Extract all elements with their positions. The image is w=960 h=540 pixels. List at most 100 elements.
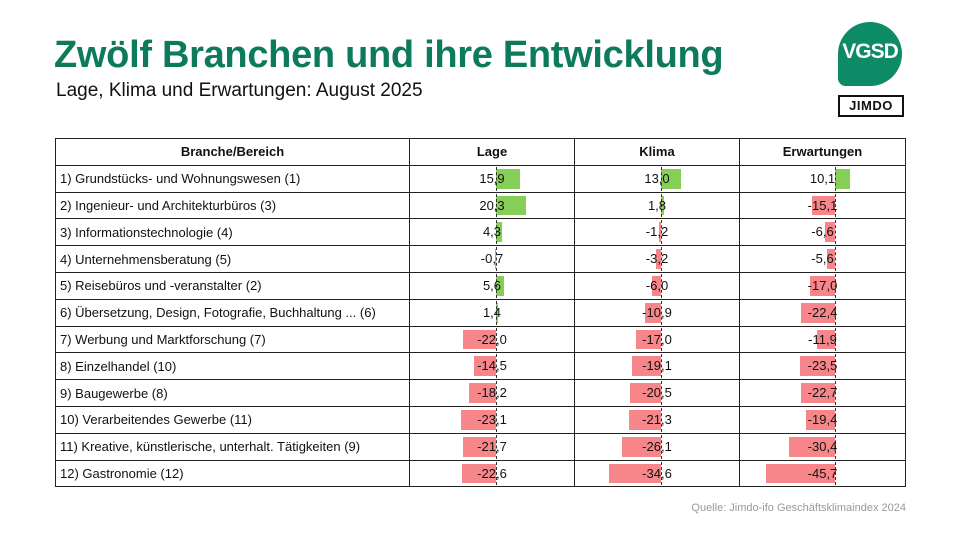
bar-erwartungen: [801, 302, 835, 323]
bar-lage: [463, 436, 496, 457]
value-label: -22,7: [807, 385, 838, 401]
value-label: 5,6: [482, 277, 502, 293]
page-title: Zwölf Branchen und ihre Entwicklung: [54, 34, 724, 76]
row-label: 2) Ingenieur- und Architekturbüros (3): [55, 191, 410, 220]
page-subtitle: Lage, Klima und Erwartungen: August 2025: [56, 80, 423, 101]
zero-line: [496, 300, 497, 325]
bar-klima: [644, 302, 661, 323]
value-label: -18,2: [477, 385, 507, 401]
zero-line: [496, 381, 497, 405]
row-label: 10) Verarbeitendes Gewerbe (11): [55, 405, 410, 434]
value-label: -0,7: [480, 251, 504, 267]
value-label: -6,6: [811, 224, 834, 240]
zero-line: [661, 247, 662, 271]
bar-klima: [632, 356, 661, 377]
value-label: -21,7: [477, 438, 507, 454]
cell-erwartungen: -30,4: [739, 432, 906, 461]
bar-erwartungen: [835, 168, 851, 189]
cell-klima: 13,0: [574, 164, 740, 193]
value-label: -23,1: [477, 411, 507, 427]
bar-erwartungen: [766, 463, 835, 484]
zero-line: [661, 273, 662, 298]
bar-klima: [630, 383, 661, 403]
value-label: -34,6: [642, 465, 672, 481]
column-header-lage: Lage: [409, 138, 575, 166]
cell-lage: 5,6: [409, 271, 575, 300]
bar-lage: [461, 409, 496, 430]
source-note: Quelle: Jimdo-ifo Geschäftsklimaindex 20…: [691, 502, 906, 514]
zero-line: [835, 461, 836, 486]
cell-klima: -21,3: [574, 405, 740, 434]
zero-line: [661, 381, 662, 405]
bar-klima: [652, 275, 661, 296]
bar-klima: [635, 329, 661, 350]
zero-line: [835, 220, 836, 245]
table-row: 6) Übersetzung, Design, Fotografie, Buch…: [55, 298, 906, 327]
row-label: 5) Reisebüros und -veranstalter (2): [55, 271, 410, 300]
bar-erwartungen: [812, 195, 835, 216]
zero-line: [835, 354, 836, 379]
row-label: 6) Übersetzung, Design, Fotografie, Buch…: [55, 298, 410, 327]
row-label: 3) Informationstechnologie (4): [55, 218, 410, 247]
zero-line: [835, 381, 836, 405]
bar-lage: [463, 329, 496, 350]
zero-line: [835, 434, 836, 459]
bar-erwartungen: [805, 409, 835, 430]
bar-erwartungen: [817, 329, 835, 350]
cell-erwartungen: -22,7: [739, 379, 906, 407]
cell-lage: 4,3: [409, 218, 575, 247]
value-label: 1,8: [647, 197, 667, 213]
bar-klima: [656, 249, 661, 269]
bar-lage: [496, 222, 503, 243]
cell-lage: -21,7: [409, 432, 575, 461]
bar-lage: [496, 195, 527, 216]
bar-erwartungen: [825, 222, 835, 243]
table-row: 8) Einzelhandel (10) -14,5 -19,1 -23,5: [55, 352, 906, 381]
zero-line: [661, 166, 662, 191]
value-label: -23,5: [807, 358, 838, 374]
zero-line: [661, 434, 662, 459]
zero-line: [496, 166, 497, 191]
zero-line: [496, 434, 497, 459]
cell-erwartungen: -11,9: [739, 325, 906, 354]
bar-lage: [496, 168, 520, 189]
zero-line: [835, 300, 836, 325]
vgsd-logo-text: VGSD: [842, 40, 899, 63]
value-label: 4,3: [482, 224, 502, 240]
cell-lage: 15,9: [409, 164, 575, 193]
bar-lage: [468, 383, 496, 403]
zero-line: [835, 407, 836, 432]
vgsd-logo: VGSD: [838, 22, 906, 86]
row-label: 12) Gastronomie (12): [55, 459, 410, 488]
bar-erwartungen: [800, 383, 835, 403]
bar-klima: [629, 409, 661, 430]
zero-line: [661, 327, 662, 352]
zero-line: [496, 354, 497, 379]
cell-lage: -22,0: [409, 325, 575, 354]
bar-lage: [494, 249, 496, 269]
table-row: 1) Grundstücks- und Wohnungswesen (1) 15,…: [55, 164, 906, 193]
value-label: 1,4: [482, 304, 502, 320]
zero-line: [661, 354, 662, 379]
zero-line: [496, 220, 497, 245]
cell-klima: -10,9: [574, 298, 740, 327]
cell-klima: -1,2: [574, 218, 740, 247]
value-label: -11,9: [808, 331, 837, 347]
value-label: -15,1: [807, 197, 838, 213]
table-row: 5) Reisebüros und -veranstalter (2) 5,6 -6…: [55, 271, 906, 300]
bar-klima: [621, 436, 661, 457]
value-label: -14,5: [477, 358, 507, 374]
cell-klima: -26,1: [574, 432, 740, 461]
value-label: -5,6: [811, 251, 834, 267]
cell-erwartungen: -22,4: [739, 298, 906, 327]
value-label: -45,7: [807, 465, 838, 481]
jimdo-logo: JIMDO: [838, 95, 904, 117]
value-label: -22,6: [477, 465, 507, 481]
bar-klima: [661, 195, 664, 216]
cell-klima: 1,8: [574, 191, 740, 220]
row-label: 4) Unternehmensberatung (5): [55, 245, 410, 273]
bar-erwartungen: [809, 275, 835, 296]
zero-line: [661, 193, 662, 218]
cell-lage: -0,7: [409, 245, 575, 273]
value-label: -19,4: [807, 411, 838, 427]
